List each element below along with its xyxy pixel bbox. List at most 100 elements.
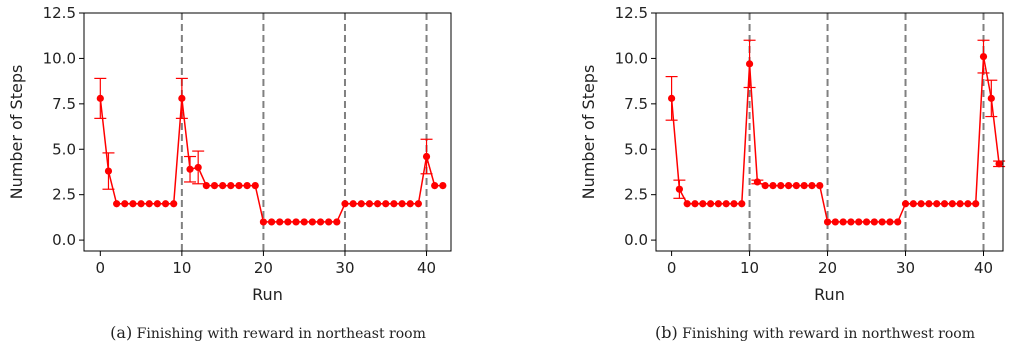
data-point bbox=[699, 200, 707, 208]
data-point bbox=[862, 218, 871, 226]
data-point bbox=[414, 200, 422, 208]
y-tick-label: 2.5 bbox=[52, 186, 76, 204]
data-point bbox=[769, 181, 777, 190]
data-point bbox=[979, 53, 988, 61]
data-point bbox=[738, 200, 746, 208]
figure-caption: (a) Finishing with reward in northeast r… bbox=[110, 323, 426, 342]
data-point bbox=[137, 200, 145, 208]
data-point bbox=[808, 181, 816, 190]
data-point bbox=[251, 181, 259, 190]
data-point bbox=[398, 200, 406, 208]
data-point bbox=[357, 200, 365, 208]
y-tick-label: 0.0 bbox=[624, 231, 648, 249]
data-point bbox=[753, 178, 761, 186]
data-point bbox=[784, 181, 793, 190]
data-point bbox=[267, 218, 276, 226]
data-point bbox=[972, 200, 980, 208]
data-point bbox=[243, 181, 251, 190]
y-tick-label: 5.0 bbox=[52, 140, 76, 158]
caption-text: Finishing with reward in northwest room bbox=[678, 326, 975, 342]
series-line bbox=[670, 56, 1000, 223]
data-point bbox=[816, 181, 824, 190]
data-point bbox=[792, 181, 800, 190]
data-point bbox=[333, 218, 341, 226]
data-point bbox=[178, 94, 186, 102]
x-tick-label: 20 bbox=[818, 259, 837, 277]
caption-text: Finishing with reward in northeast room bbox=[132, 326, 426, 342]
data-point bbox=[227, 181, 235, 190]
data-point bbox=[219, 181, 227, 190]
data-point bbox=[292, 218, 300, 226]
data-point bbox=[675, 185, 683, 193]
y-tick-label: 7.5 bbox=[52, 95, 76, 113]
data-point bbox=[878, 218, 886, 226]
y-tick-label: 10.0 bbox=[43, 49, 76, 67]
data-point bbox=[745, 60, 754, 68]
data-point bbox=[104, 167, 113, 175]
data-point bbox=[341, 200, 349, 208]
data-point bbox=[714, 200, 722, 208]
data-point bbox=[855, 218, 863, 226]
x-axis-label: Run bbox=[814, 285, 845, 304]
y-tick-label: 5.0 bbox=[624, 140, 648, 158]
data-point bbox=[210, 181, 219, 190]
data-point bbox=[683, 200, 691, 208]
data-point bbox=[706, 200, 715, 208]
data-point bbox=[901, 200, 910, 208]
x-tick-label: 0 bbox=[667, 259, 677, 277]
y-tick-label: 2.5 bbox=[624, 186, 648, 204]
data-point bbox=[325, 218, 333, 226]
data-point bbox=[365, 200, 374, 208]
data-point bbox=[96, 94, 104, 102]
data-point bbox=[186, 165, 194, 173]
chart-panel-a: 0.0 2.5 5.0 7.5 10.0 12.5 0 10 20 30 40 Run Number o… bbox=[7, 4, 452, 342]
x-tick-label: 30 bbox=[335, 259, 354, 277]
data-point bbox=[847, 218, 855, 226]
data-point bbox=[933, 200, 941, 208]
data-point bbox=[145, 200, 153, 208]
data-point bbox=[777, 181, 785, 190]
x-tick-label: 10 bbox=[740, 259, 759, 277]
data-point bbox=[886, 218, 894, 226]
axes-frame bbox=[83, 12, 452, 252]
data-point bbox=[284, 218, 292, 226]
x-axis-label: Run bbox=[252, 285, 283, 304]
data-point bbox=[995, 160, 1003, 168]
axes-frame bbox=[655, 12, 1004, 252]
data-point bbox=[390, 200, 398, 208]
data-point bbox=[431, 181, 439, 190]
data-point bbox=[202, 181, 210, 190]
data-point bbox=[316, 218, 325, 226]
data-point bbox=[349, 200, 357, 208]
data-point bbox=[194, 163, 202, 172]
data-point bbox=[722, 200, 730, 208]
y-axis-label: Number of Steps bbox=[7, 65, 26, 200]
data-point bbox=[129, 200, 137, 208]
data-point bbox=[259, 218, 268, 226]
data-point bbox=[831, 218, 839, 226]
data-point bbox=[276, 218, 284, 226]
chart-panel-b: 0.0 2.5 5.0 7.5 10.0 12.5 0 10 20 30 40 Run Number o… bbox=[579, 4, 1006, 342]
data-point bbox=[170, 200, 178, 208]
data-point bbox=[823, 218, 832, 226]
y-tick-label: 7.5 bbox=[624, 95, 648, 113]
data-point bbox=[987, 94, 995, 102]
data-point bbox=[161, 200, 170, 208]
data-point bbox=[153, 200, 161, 208]
data-point bbox=[730, 200, 738, 208]
x-tick-label: 0 bbox=[96, 259, 106, 277]
data-point bbox=[870, 218, 878, 226]
figure-caption: (b) Finishing with reward in northwest r… bbox=[655, 323, 975, 342]
data-point bbox=[422, 152, 431, 161]
data-point bbox=[894, 218, 902, 226]
data-point bbox=[235, 181, 243, 190]
y-tick-label: 10.0 bbox=[615, 49, 648, 67]
data-point bbox=[300, 218, 308, 226]
data-point bbox=[374, 200, 382, 208]
caption-letter: (a) bbox=[110, 323, 132, 342]
caption-letter: (b) bbox=[655, 323, 678, 342]
y-tick-label: 12.5 bbox=[615, 4, 648, 22]
x-tick-label: 20 bbox=[254, 259, 273, 277]
data-point bbox=[113, 200, 121, 208]
